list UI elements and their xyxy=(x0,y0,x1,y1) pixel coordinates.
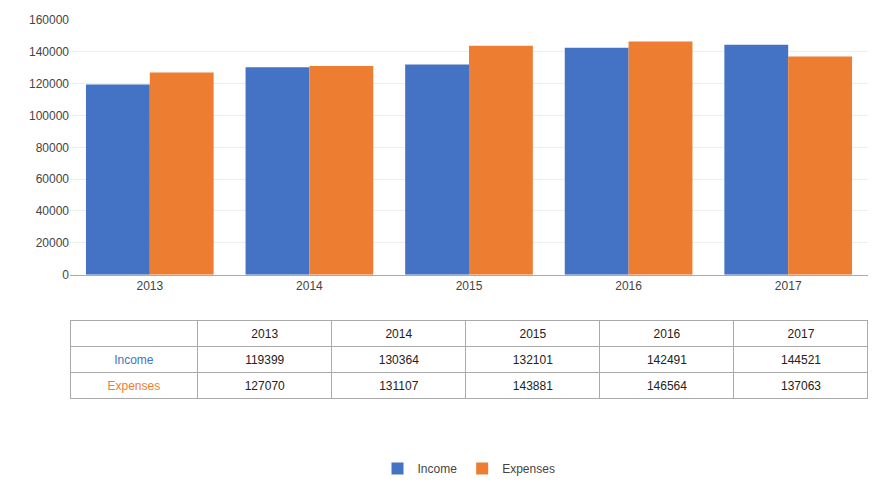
svg-text:60000: 60000 xyxy=(36,172,70,186)
svg-text:144521: 144521 xyxy=(781,353,821,367)
svg-text:143881: 143881 xyxy=(513,379,553,393)
svg-text:2017: 2017 xyxy=(775,279,802,293)
svg-text:20000: 20000 xyxy=(36,236,70,250)
svg-text:132101: 132101 xyxy=(513,353,553,367)
svg-text:2016: 2016 xyxy=(654,327,681,341)
svg-text:2014: 2014 xyxy=(385,327,412,341)
svg-text:140000: 140000 xyxy=(29,45,69,59)
svg-text:2017: 2017 xyxy=(788,327,815,341)
svg-text:130364: 130364 xyxy=(379,353,419,367)
svg-text:Expenses: Expenses xyxy=(107,379,160,393)
svg-text:142491: 142491 xyxy=(647,353,687,367)
svg-text:0: 0 xyxy=(62,268,69,282)
svg-text:40000: 40000 xyxy=(36,204,70,218)
svg-text:160000: 160000 xyxy=(29,13,69,27)
svg-text:Expenses: Expenses xyxy=(502,462,555,476)
svg-text:Income: Income xyxy=(418,462,458,476)
svg-text:2015: 2015 xyxy=(519,327,546,341)
svg-text:120000: 120000 xyxy=(29,77,69,91)
svg-text:2013: 2013 xyxy=(136,279,163,293)
svg-text:Income: Income xyxy=(114,353,154,367)
svg-text:2013: 2013 xyxy=(251,327,278,341)
svg-text:2015: 2015 xyxy=(456,279,483,293)
svg-text:2016: 2016 xyxy=(615,279,642,293)
svg-text:80000: 80000 xyxy=(36,141,70,155)
svg-text:119399: 119399 xyxy=(245,353,284,367)
svg-text:131107: 131107 xyxy=(379,379,418,393)
svg-text:137063: 137063 xyxy=(781,379,821,393)
svg-text:2014: 2014 xyxy=(296,279,323,293)
svg-text:100000: 100000 xyxy=(29,109,69,123)
svg-text:146564: 146564 xyxy=(647,379,687,393)
svg-text:127070: 127070 xyxy=(245,379,285,393)
